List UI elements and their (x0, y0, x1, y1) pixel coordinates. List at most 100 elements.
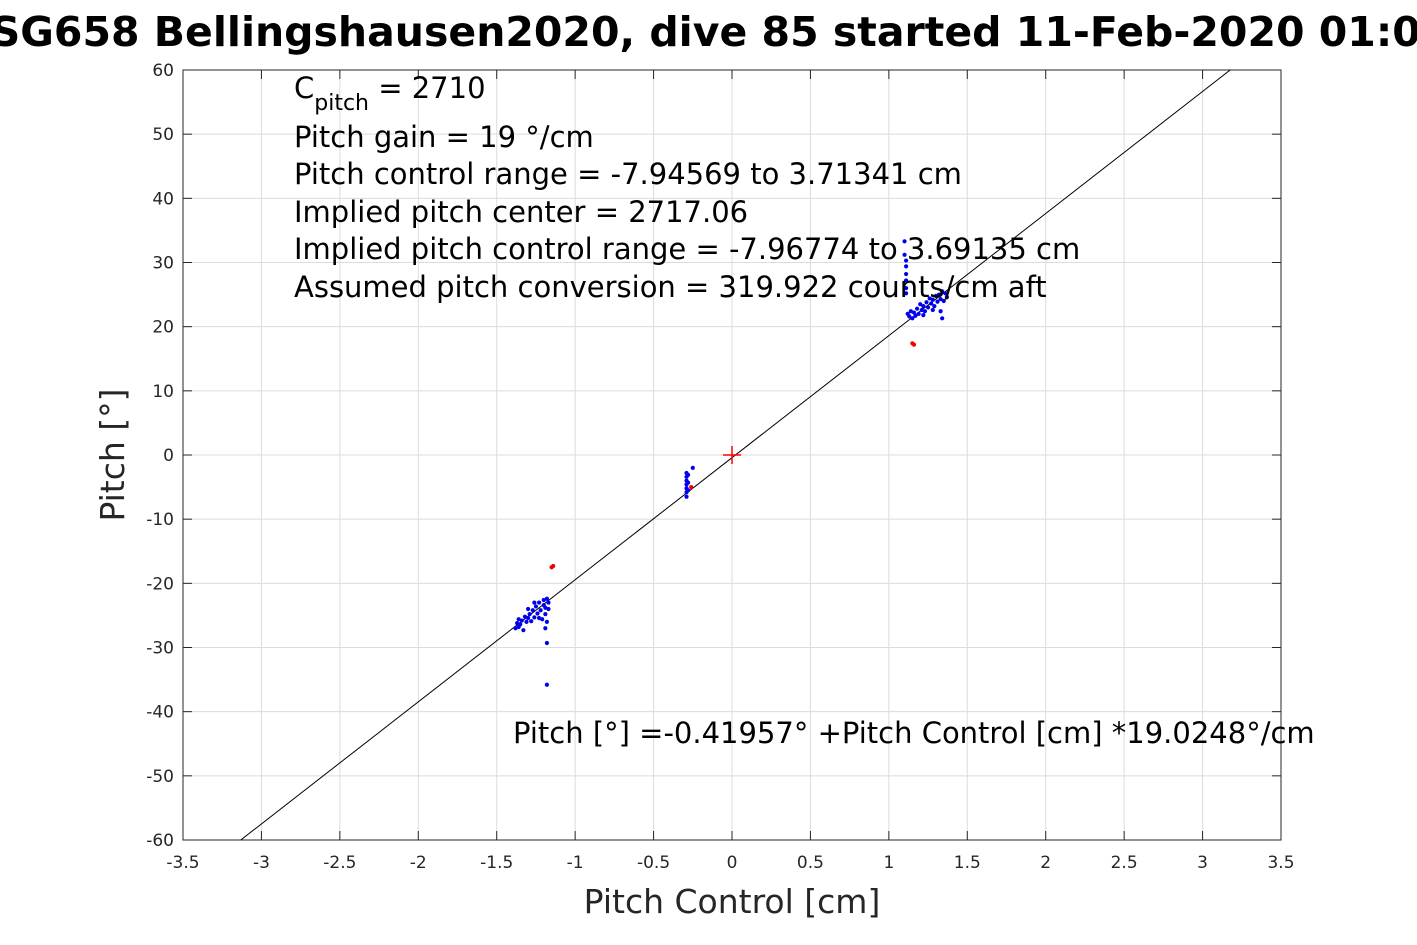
data-point (943, 291, 948, 296)
data-point (914, 306, 920, 311)
data-point (921, 313, 926, 318)
implied-pitch-center-annotation: Implied pitch center = 2717.06 (294, 195, 748, 229)
x-tick-label: -3 (253, 853, 270, 873)
cpitch-symbol: C (294, 71, 314, 105)
x-axis-ticks: -3.5 -3 -2.5 -2 -1.5 -1 -0.5 0 0.5 1 1.5 2 2.5 3 3.5 (166, 70, 1295, 873)
data-point (902, 252, 907, 257)
chart-title: SG658 Bellingshausen2020, dive 85 starte… (0, 8, 1417, 56)
data-point (904, 264, 909, 269)
y-tick-label: -60 (146, 831, 174, 851)
y-tick-label: -40 (146, 703, 174, 723)
y-tick-label: 60 (152, 61, 174, 81)
pitch-gain-annotation: Pitch gain = 19 °/cm (294, 120, 594, 154)
y-tick-label: 10 (152, 382, 174, 402)
x-axis-label: Pitch Control [cm] (584, 882, 881, 921)
data-point (524, 619, 529, 624)
data-point (927, 296, 932, 301)
data-points (513, 239, 949, 687)
outlier-point (911, 342, 917, 347)
data-point (536, 615, 542, 621)
data-point (532, 600, 537, 605)
data-point (922, 309, 928, 314)
y-axis-ticks: -60 -50 -40 -30 -20 -10 0 10 20 30 40 50 60 (146, 61, 1281, 851)
x-tick-label: 3.5 (1267, 853, 1294, 873)
data-point (533, 604, 539, 609)
x-tick-label: -2 (410, 853, 427, 873)
outlier-point (551, 563, 556, 569)
data-point (530, 608, 535, 613)
data-point (904, 291, 909, 296)
data-point (515, 621, 520, 626)
y-tick-label: 40 (152, 189, 174, 209)
data-point (929, 301, 934, 306)
data-point (685, 480, 691, 485)
data-point (546, 600, 551, 605)
x-tick-label: -1.5 (480, 853, 513, 873)
data-point (925, 305, 931, 310)
data-point (540, 617, 545, 622)
data-point (538, 608, 543, 613)
data-point (527, 612, 532, 617)
axes-box (182, 69, 1282, 841)
data-point (544, 682, 550, 687)
outlier-point (689, 484, 694, 490)
x-tick-label: 3 (1197, 853, 1208, 873)
data-point (532, 615, 537, 620)
data-point (543, 626, 548, 631)
y-tick-label: -50 (146, 767, 174, 787)
y-tick-label: 50 (152, 125, 174, 145)
data-point (918, 302, 923, 307)
origin-marker (723, 446, 741, 464)
data-point (919, 307, 924, 313)
x-tick-label: 0 (727, 853, 738, 873)
data-point (930, 307, 935, 313)
data-point (916, 311, 921, 316)
data-point (522, 614, 528, 619)
data-point (685, 472, 691, 477)
y-tick-label: -30 (146, 639, 174, 659)
x-tick-label: -0.5 (637, 853, 670, 873)
data-point (536, 600, 542, 605)
data-point (529, 619, 534, 624)
data-point (902, 239, 907, 244)
y-tick-label: 30 (152, 254, 174, 274)
data-point (940, 316, 945, 321)
data-point (690, 465, 695, 470)
y-tick-label: -20 (146, 574, 174, 594)
data-point (519, 618, 524, 623)
data-point (543, 605, 548, 610)
pitch-control-range-annotation: Pitch control range = -7.94569 to 3.7134… (294, 157, 962, 191)
data-point (904, 271, 909, 277)
data-point (516, 617, 521, 622)
y-tick-label: -10 (146, 510, 174, 530)
cpitch-value: = 2710 (369, 71, 486, 105)
data-point (535, 611, 540, 616)
x-tick-label: 0.5 (797, 853, 824, 873)
data-point (513, 626, 518, 631)
data-point (904, 258, 909, 263)
data-point (936, 292, 942, 297)
data-point (941, 298, 946, 304)
data-point (933, 293, 939, 298)
data-point (930, 297, 935, 302)
x-tick-label: 1.5 (954, 853, 981, 873)
data-point (904, 286, 909, 291)
data-point (904, 278, 909, 283)
data-point (924, 300, 929, 305)
x-tick-label: 1 (883, 853, 894, 873)
data-point (525, 615, 531, 621)
data-point (546, 606, 551, 612)
implied-pitch-control-range-annotation: Implied pitch control range = -7.96774 t… (294, 232, 1080, 266)
cpitch-annotation: Cpitch = 2710 (294, 71, 486, 116)
data-point (938, 296, 943, 302)
data-point (944, 295, 949, 300)
y-tick-label: 20 (152, 318, 174, 338)
data-point (921, 304, 926, 309)
data-point (543, 612, 548, 617)
y-tick-label: 0 (163, 446, 174, 466)
outlier-points (549, 341, 917, 570)
data-point (907, 314, 912, 319)
x-tick-label: 2.5 (1111, 853, 1138, 873)
data-point (544, 640, 550, 646)
